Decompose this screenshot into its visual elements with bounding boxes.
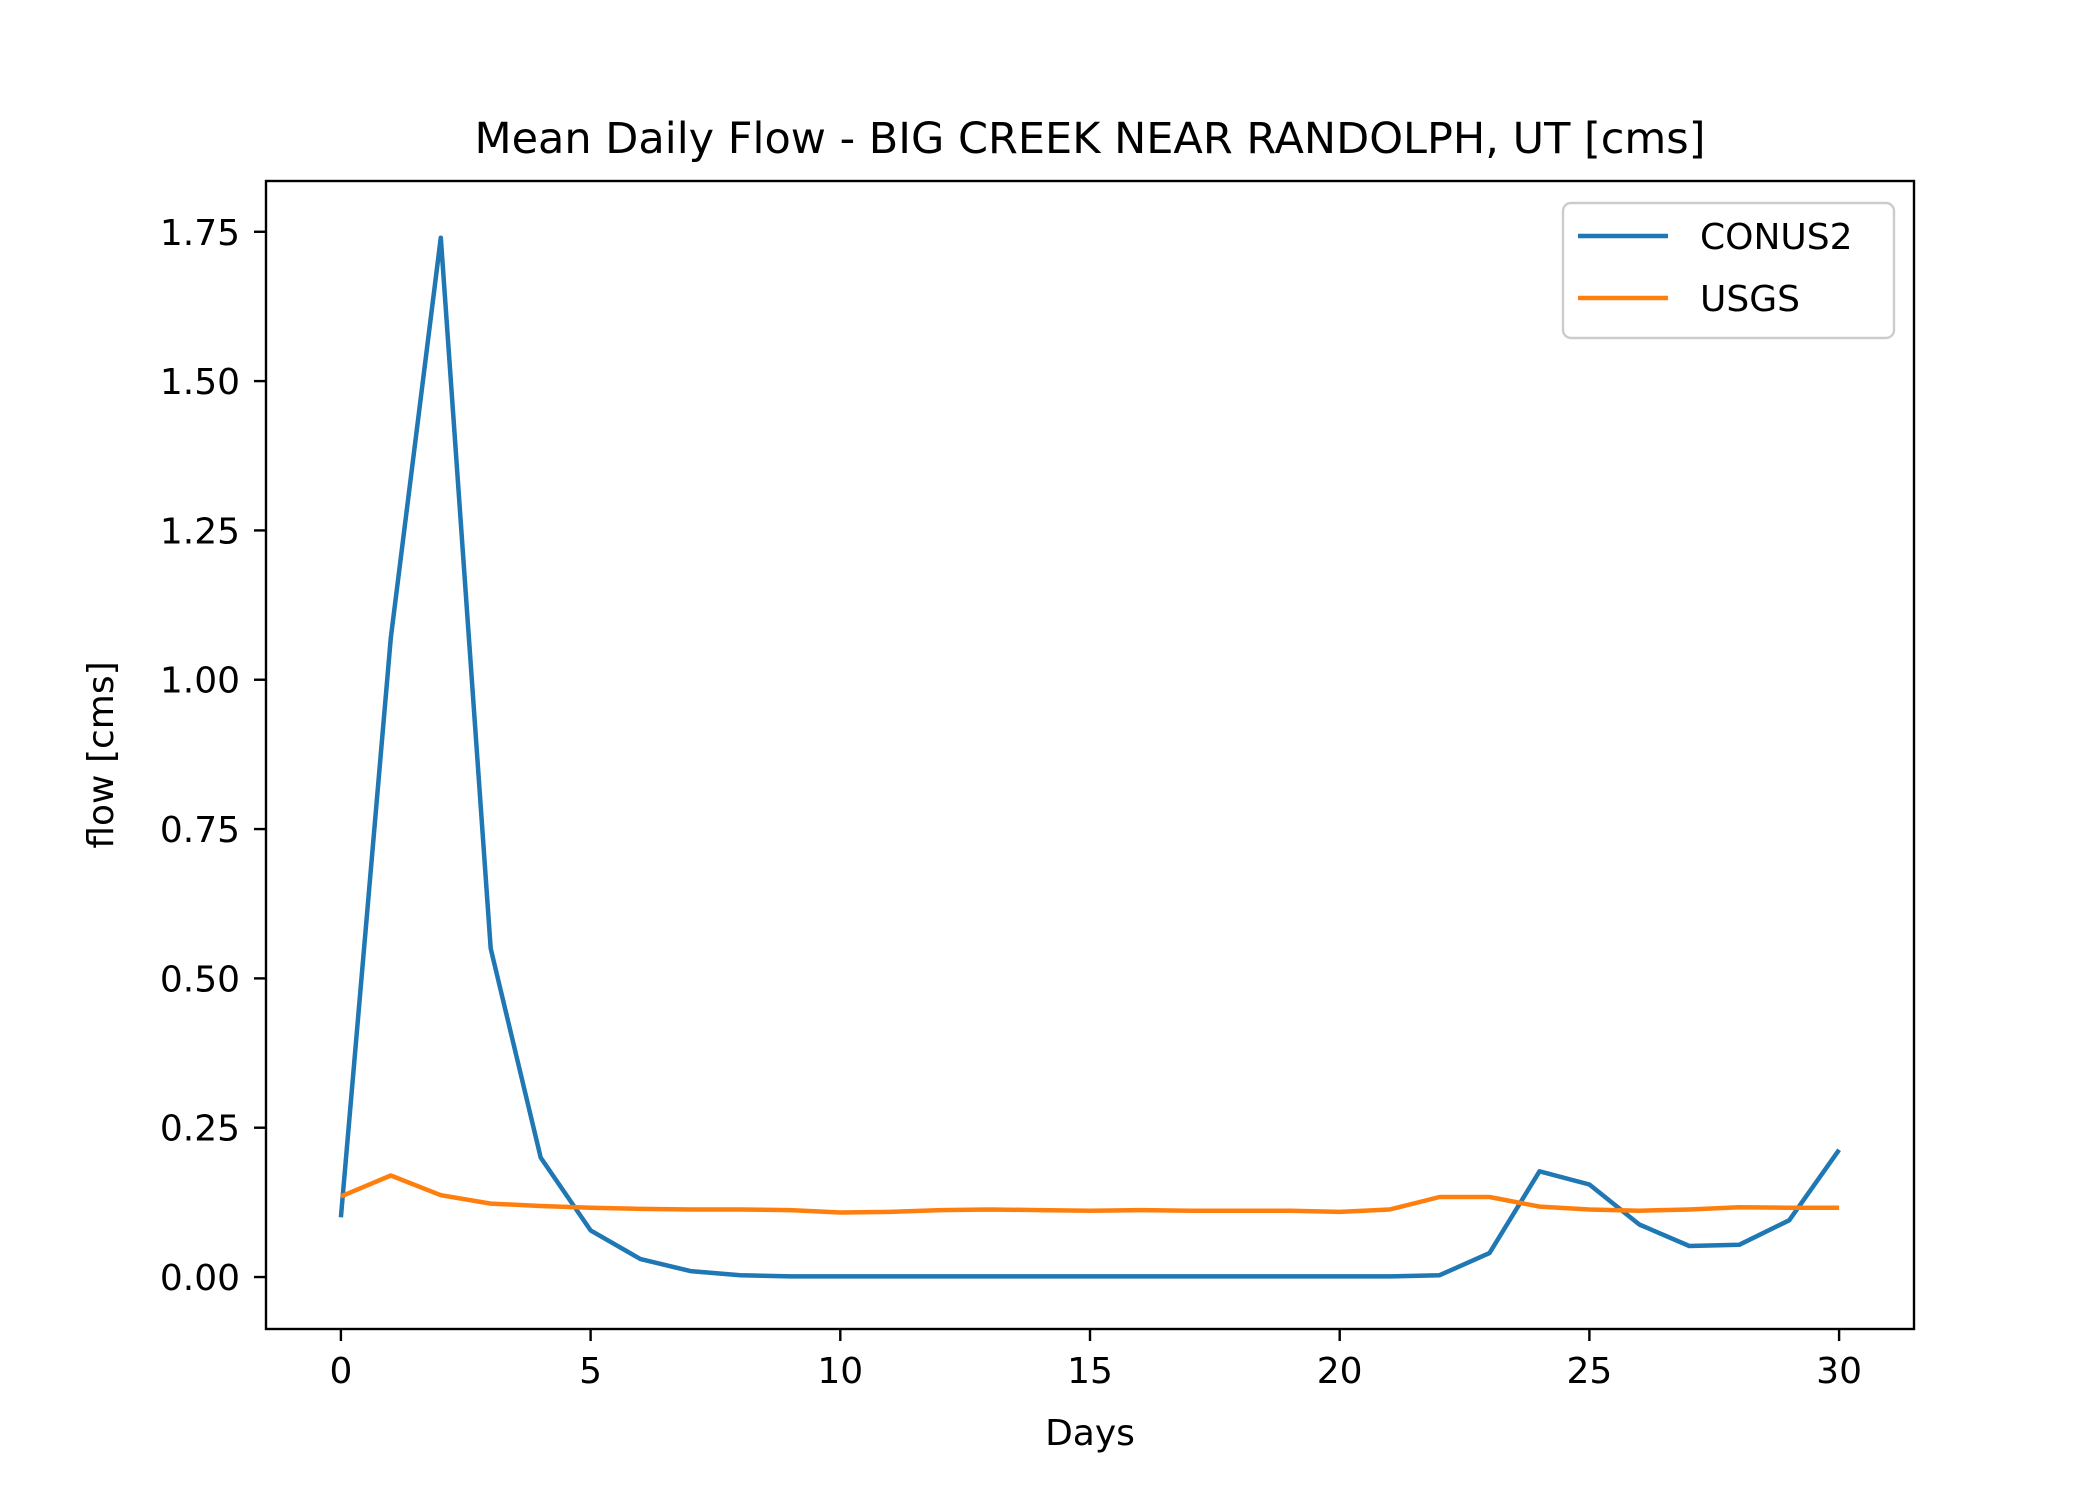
chart-title: Mean Daily Flow - BIG CREEK NEAR RANDOLP… — [474, 114, 1705, 164]
series-line-usgs — [340, 1173, 1840, 1215]
y-tick-label: 1.50 — [160, 362, 240, 403]
series-line-conus2 — [338, 235, 1841, 1279]
x-axis-ticks: 0 5 10 15 20 25 30 — [329, 1329, 1862, 1392]
y-tick-label: 1.00 — [160, 661, 240, 702]
y-tick-label: 0.50 — [160, 959, 240, 1000]
x-tick-label: 30 — [1816, 1351, 1862, 1392]
x-tick-label: 10 — [817, 1351, 863, 1392]
y-tick-label: 1.75 — [160, 213, 240, 254]
series-lines — [338, 235, 1841, 1279]
y-tick-label: 0.25 — [160, 1109, 240, 1150]
x-tick-label: 0 — [329, 1351, 352, 1392]
y-tick-label: 1.25 — [160, 511, 240, 552]
x-tick-label: 5 — [579, 1351, 602, 1392]
y-tick-label: 0.00 — [160, 1258, 240, 1299]
legend-label-usgs: USGS — [1700, 279, 1800, 320]
x-tick-label: 20 — [1317, 1351, 1363, 1392]
x-axis-label: Days — [1045, 1413, 1135, 1454]
y-axis-ticks: 0.00 0.25 0.50 0.75 1.00 1.25 1.50 1.75 — [160, 213, 266, 1299]
y-tick-label: 0.75 — [160, 810, 240, 851]
legend-label-conus2: CONUS2 — [1700, 217, 1853, 258]
y-axis-label: flow [cms] — [81, 661, 122, 848]
legend: CONUS2 USGS — [1561, 201, 1896, 340]
x-tick-label: 15 — [1067, 1351, 1113, 1392]
x-tick-label: 25 — [1566, 1351, 1612, 1392]
